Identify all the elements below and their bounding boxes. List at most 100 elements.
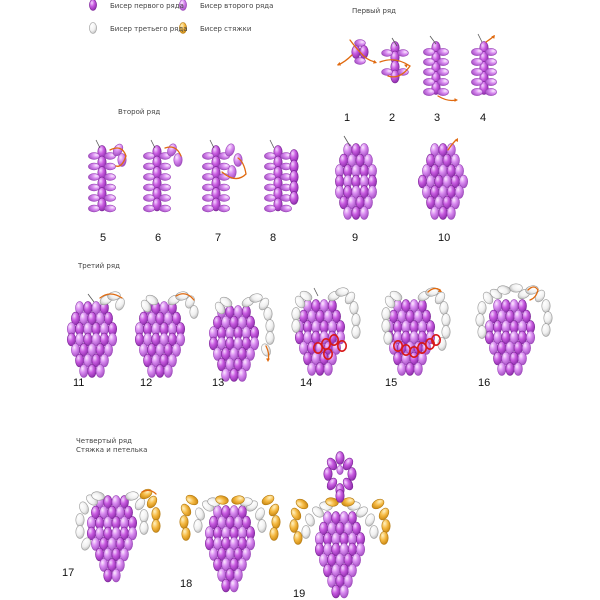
bead	[218, 204, 230, 213]
bead	[354, 39, 366, 47]
bead	[347, 511, 357, 525]
bead	[189, 305, 199, 319]
bead	[471, 68, 483, 76]
figure-step-1	[337, 39, 377, 66]
arrow-icon	[438, 288, 442, 292]
bead	[261, 343, 271, 357]
bead	[289, 191, 299, 205]
bead	[241, 515, 251, 530]
bead	[257, 519, 267, 533]
step-number: 7	[215, 232, 222, 244]
highlight-ring	[392, 339, 403, 352]
bead	[128, 526, 138, 541]
bead	[151, 507, 161, 521]
bead	[471, 78, 483, 86]
thread-path	[221, 157, 247, 180]
bead	[88, 204, 100, 213]
bead	[104, 173, 116, 181]
bead	[454, 185, 464, 199]
bead	[237, 368, 247, 382]
step-number: 16	[478, 377, 491, 389]
bead	[88, 173, 100, 181]
bead	[271, 515, 281, 529]
bead	[417, 351, 427, 366]
figure-step-11	[67, 291, 125, 378]
bead	[151, 519, 161, 533]
bead	[264, 194, 276, 202]
bead	[381, 68, 393, 76]
thread-path	[527, 286, 539, 301]
bead	[195, 507, 205, 521]
thread-path	[379, 59, 411, 78]
bead	[342, 457, 354, 471]
bead	[441, 325, 451, 339]
bead	[139, 509, 149, 523]
bead	[541, 323, 551, 337]
bead	[119, 547, 129, 562]
bead	[89, 22, 97, 34]
bead	[471, 58, 483, 66]
figure-step-16	[475, 283, 553, 376]
bead	[75, 513, 85, 527]
step-number: 15	[385, 377, 398, 389]
bead	[379, 531, 389, 545]
bead	[103, 568, 113, 583]
bead	[163, 364, 173, 378]
needle-line	[429, 35, 437, 45]
bead	[423, 88, 435, 96]
bead	[143, 162, 155, 171]
bead	[471, 88, 483, 96]
thread-path	[175, 293, 195, 301]
bead	[87, 364, 97, 378]
bead	[159, 183, 171, 192]
figure-step-2	[379, 37, 411, 84]
bead	[423, 58, 435, 66]
bead	[381, 307, 391, 321]
bead	[273, 197, 283, 212]
bead	[355, 542, 365, 557]
bead	[458, 174, 468, 189]
bead	[475, 313, 485, 327]
bead	[351, 521, 361, 536]
bead	[446, 143, 456, 157]
bead	[258, 297, 270, 311]
bead	[505, 362, 515, 376]
bead	[293, 531, 303, 545]
bead	[335, 287, 349, 297]
bead	[233, 568, 243, 582]
bead	[485, 48, 497, 56]
bead	[521, 309, 531, 324]
bead	[181, 527, 191, 541]
bead	[159, 162, 171, 171]
bead	[336, 465, 344, 475]
bead	[233, 153, 243, 167]
bead	[202, 194, 214, 202]
bead	[477, 301, 487, 315]
figure-step-6	[143, 139, 183, 213]
bead	[185, 494, 199, 506]
bead	[218, 162, 230, 171]
bead	[331, 309, 341, 324]
bead	[438, 206, 448, 220]
bead	[471, 48, 483, 56]
figure-step-7	[202, 139, 247, 213]
figure-step-5	[88, 139, 127, 213]
bead	[103, 311, 113, 326]
bead	[389, 290, 403, 302]
bead	[265, 319, 275, 333]
bead	[485, 58, 497, 66]
bead	[152, 197, 162, 212]
bead	[335, 489, 345, 503]
bead	[342, 477, 354, 491]
bead	[104, 183, 116, 192]
bead	[437, 88, 449, 96]
figure-step-9	[335, 135, 377, 220]
bead	[79, 501, 89, 515]
bead	[99, 353, 109, 368]
figure-step-14	[291, 287, 361, 376]
bead	[517, 299, 527, 313]
figure-step-10	[417, 138, 468, 220]
figure-step-13	[209, 293, 275, 382]
figure-step-15	[381, 287, 451, 376]
bead	[219, 296, 233, 308]
